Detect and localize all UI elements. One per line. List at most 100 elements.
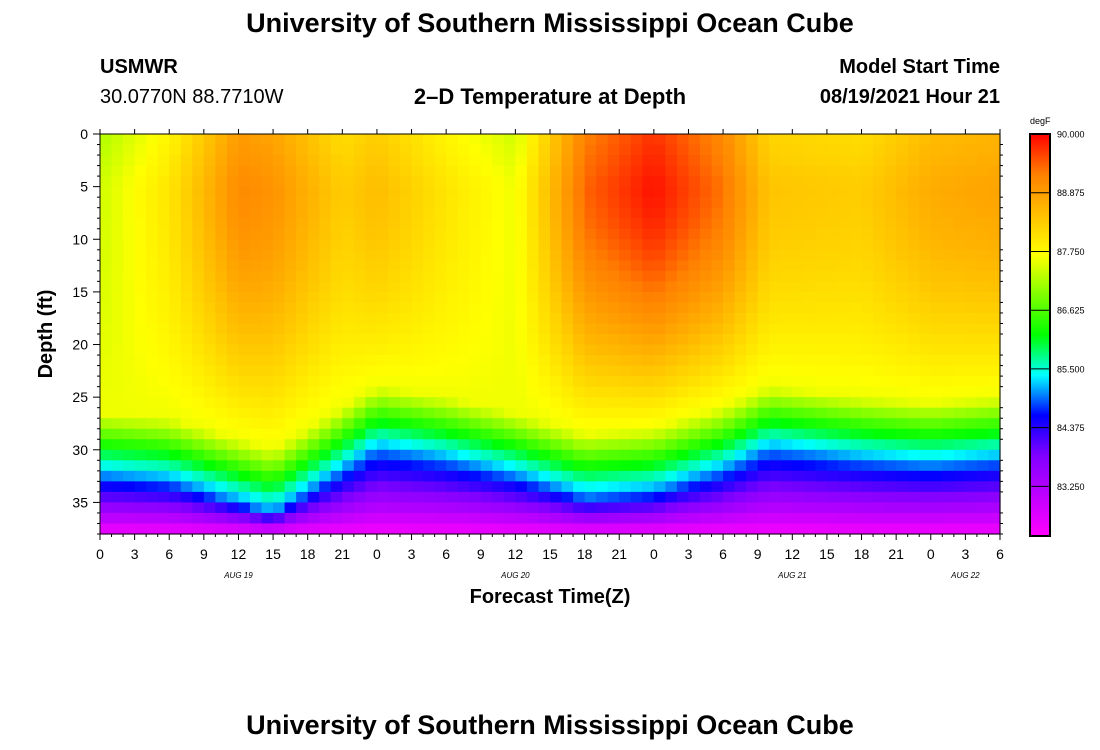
heatmap-cell	[746, 144, 759, 156]
heatmap-cell	[169, 418, 182, 430]
heatmap-cell	[711, 344, 724, 356]
heatmap-cell	[307, 165, 320, 177]
heatmap-cell	[261, 197, 274, 209]
heatmap-cell	[953, 334, 966, 346]
heatmap-cell	[157, 512, 170, 525]
heatmap-cell	[607, 491, 620, 504]
heatmap-cell	[619, 207, 632, 219]
heatmap-cell	[919, 470, 932, 482]
x-axis-title: Forecast Time(Z)	[470, 586, 631, 608]
heatmap-cell	[573, 439, 586, 451]
heatmap-cell	[330, 176, 343, 188]
heatmap-cell	[930, 376, 943, 388]
heatmap-cell	[353, 260, 366, 272]
heatmap-cell	[711, 281, 724, 293]
heatmap-cell	[123, 407, 136, 419]
heatmap-cell	[607, 523, 620, 535]
heatmap-cell	[192, 291, 205, 304]
heatmap-cell	[919, 418, 932, 430]
heatmap-cell	[538, 134, 551, 146]
heatmap-cell	[469, 491, 482, 504]
heatmap-cell	[526, 523, 540, 535]
heatmap-cell	[469, 344, 482, 356]
heatmap-cell	[919, 449, 932, 461]
heatmap-cell	[630, 460, 643, 472]
heatmap-cell	[930, 249, 943, 261]
heatmap-cell	[873, 523, 886, 535]
heatmap-cell	[180, 176, 193, 188]
heatmap-cell	[826, 428, 840, 440]
heatmap-cell	[815, 523, 828, 535]
heatmap-cell	[630, 228, 643, 240]
heatmap-cell	[596, 291, 609, 304]
heatmap-cell	[850, 239, 863, 251]
heatmap-cell	[342, 291, 355, 304]
heatmap-cell	[203, 376, 216, 388]
heatmap-cell	[180, 165, 193, 177]
heatmap-cell	[296, 218, 309, 230]
heatmap-cell	[642, 186, 655, 198]
heatmap-cell	[653, 312, 666, 325]
heatmap-cell	[400, 439, 413, 451]
heatmap-cell	[873, 407, 886, 419]
heatmap-cell	[607, 439, 620, 451]
heatmap-cell	[676, 470, 690, 482]
heatmap-cell	[411, 186, 424, 198]
heatmap-cell	[988, 260, 1001, 272]
heatmap-cell	[757, 365, 770, 377]
heatmap-cell	[469, 470, 482, 482]
heatmap-cell	[480, 523, 493, 535]
heatmap-cell	[896, 239, 909, 251]
heatmap-cell	[676, 376, 690, 388]
heatmap-cell	[330, 470, 343, 482]
heatmap-cell	[457, 355, 470, 367]
heatmap-cell	[850, 523, 863, 535]
heatmap-cell	[596, 165, 609, 177]
heatmap-cell	[942, 365, 955, 377]
heatmap-cell	[815, 302, 828, 314]
heatmap-cell	[953, 176, 966, 188]
heatmap-cell	[469, 291, 482, 304]
heatmap-cell	[861, 197, 874, 209]
heatmap-cell	[550, 165, 563, 177]
heatmap-cell	[123, 491, 136, 504]
heatmap-cell	[711, 376, 724, 388]
heatmap-cell	[296, 523, 309, 535]
heatmap-cell	[550, 323, 563, 335]
heatmap-cell	[273, 207, 286, 219]
heatmap-cell	[123, 291, 136, 304]
heatmap-cell	[296, 449, 309, 461]
heatmap-cell	[550, 355, 563, 367]
heatmap-cell	[111, 186, 124, 198]
heatmap-cell	[261, 439, 274, 451]
heatmap-cell	[769, 481, 782, 493]
heatmap-cell	[111, 365, 124, 377]
heatmap-cell	[711, 155, 724, 167]
heatmap-cell	[226, 365, 240, 377]
heatmap-cell	[561, 197, 574, 209]
heatmap-cell	[596, 260, 609, 272]
heatmap-cell	[423, 228, 436, 240]
heatmap-cell	[734, 228, 747, 240]
heatmap-cell	[653, 491, 666, 504]
heatmap-cell	[157, 355, 170, 367]
heatmap-cell	[446, 491, 459, 504]
heatmap-cell	[861, 365, 874, 377]
heatmap-cell	[780, 197, 793, 209]
heatmap-cell	[688, 449, 701, 461]
heatmap-cell	[688, 470, 701, 482]
heatmap-cell	[388, 460, 401, 472]
heatmap-cell	[261, 397, 274, 409]
heatmap-cell	[111, 197, 124, 209]
heatmap-cell	[884, 365, 897, 377]
heatmap-cell	[353, 481, 366, 493]
heatmap-cell	[226, 355, 240, 367]
heatmap-cell	[803, 407, 816, 419]
heatmap-cell	[665, 197, 678, 209]
heatmap-cell	[100, 439, 113, 451]
heatmap-cell	[365, 144, 378, 156]
heatmap-cell	[965, 334, 978, 346]
heatmap-cell	[400, 291, 413, 304]
heatmap-cell	[169, 439, 182, 451]
heatmap-cell	[584, 512, 597, 525]
